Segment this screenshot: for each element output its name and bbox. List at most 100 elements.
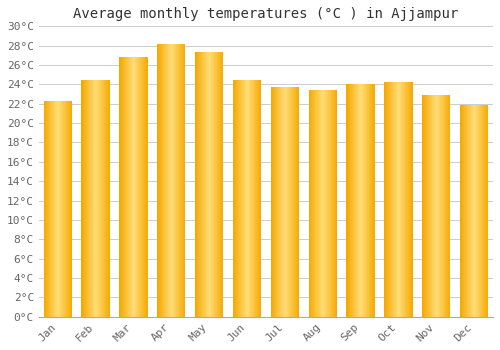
Bar [336, 90, 337, 317]
Bar [48, 101, 49, 317]
Bar [426, 95, 427, 317]
Bar [95, 79, 96, 317]
Bar [368, 84, 369, 317]
Bar [87, 79, 88, 317]
Bar [235, 79, 236, 317]
Bar [144, 57, 145, 317]
Bar [141, 57, 142, 317]
Bar [98, 79, 99, 317]
Bar [440, 95, 441, 317]
Bar [246, 79, 247, 317]
Bar [45, 101, 46, 317]
Bar [395, 83, 396, 317]
Bar [217, 52, 218, 317]
Bar [436, 95, 437, 317]
Bar [477, 105, 478, 317]
Bar [135, 57, 136, 317]
Bar [96, 79, 98, 317]
Bar [182, 44, 183, 317]
Bar [282, 87, 283, 317]
Bar [445, 95, 446, 317]
Bar [431, 95, 432, 317]
Bar [465, 105, 466, 317]
Bar [129, 57, 130, 317]
Bar [439, 95, 440, 317]
Bar [433, 95, 434, 317]
Bar [308, 90, 309, 317]
Bar [330, 90, 331, 317]
Bar [286, 87, 287, 317]
Bar [56, 101, 57, 317]
Bar [102, 79, 103, 317]
Bar [274, 87, 275, 317]
Bar [398, 83, 399, 317]
Bar [106, 79, 107, 317]
Bar [179, 44, 180, 317]
Bar [466, 105, 468, 317]
Bar [180, 44, 181, 317]
Bar [399, 83, 400, 317]
Bar [123, 57, 124, 317]
Bar [238, 79, 239, 317]
Bar [476, 105, 477, 317]
Bar [372, 84, 373, 317]
Bar [391, 83, 392, 317]
Bar [206, 52, 207, 317]
Bar [184, 44, 185, 317]
Bar [252, 79, 253, 317]
Bar [411, 83, 412, 317]
Bar [400, 83, 402, 317]
Bar [57, 101, 58, 317]
Bar [298, 87, 299, 317]
Bar [438, 95, 439, 317]
Bar [441, 95, 442, 317]
Bar [464, 105, 465, 317]
Bar [427, 95, 428, 317]
Bar [409, 83, 410, 317]
Bar [292, 87, 293, 317]
Bar [108, 79, 109, 317]
Bar [90, 79, 91, 317]
Bar [348, 84, 349, 317]
Bar [384, 83, 385, 317]
Bar [325, 90, 326, 317]
Bar [424, 95, 425, 317]
Bar [448, 95, 449, 317]
Bar [470, 105, 472, 317]
Bar [85, 79, 86, 317]
Bar [354, 84, 355, 317]
Bar [160, 44, 161, 317]
Bar [362, 84, 363, 317]
Bar [221, 52, 222, 317]
Bar [346, 84, 347, 317]
Bar [374, 84, 375, 317]
Bar [355, 84, 356, 317]
Bar [63, 101, 64, 317]
Bar [119, 57, 120, 317]
Bar [394, 83, 395, 317]
Bar [209, 52, 210, 317]
Bar [259, 79, 260, 317]
Bar [234, 79, 235, 317]
Bar [212, 52, 213, 317]
Bar [423, 95, 424, 317]
Bar [88, 79, 89, 317]
Bar [356, 84, 357, 317]
Bar [91, 79, 92, 317]
Bar [128, 57, 129, 317]
Bar [483, 105, 484, 317]
Bar [223, 52, 224, 317]
Bar [185, 44, 186, 317]
Bar [219, 52, 220, 317]
Bar [278, 87, 279, 317]
Bar [244, 79, 246, 317]
Bar [373, 84, 374, 317]
Bar [478, 105, 479, 317]
Bar [60, 101, 61, 317]
Bar [294, 87, 295, 317]
Bar [198, 52, 199, 317]
Bar [240, 79, 241, 317]
Bar [130, 57, 131, 317]
Bar [349, 84, 350, 317]
Bar [134, 57, 135, 317]
